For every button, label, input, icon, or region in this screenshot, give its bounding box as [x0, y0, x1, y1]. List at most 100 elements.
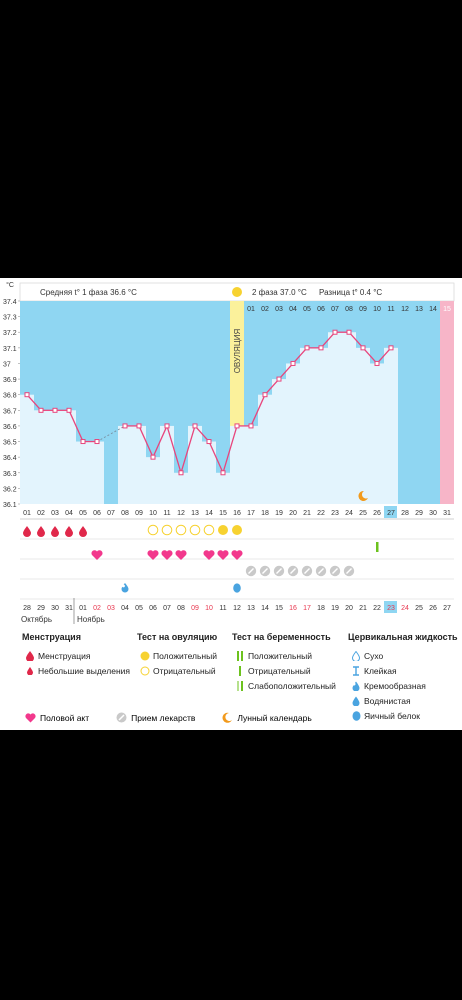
- pill-icon-stroke: [248, 568, 254, 574]
- today-date-marker: [384, 601, 397, 613]
- legend-item: Половой акт: [22, 710, 89, 725]
- temp-point: [220, 470, 226, 476]
- cycle-day-label: 18: [261, 510, 269, 517]
- temp-line-segment: [348, 331, 364, 349]
- calendar-date-label: 25: [415, 605, 423, 612]
- cycle-day-label: 28: [401, 510, 409, 517]
- cycle-day-label: 09: [135, 510, 143, 517]
- cycle-day-label: 07: [107, 510, 115, 517]
- pill-icon-stroke: [332, 568, 338, 574]
- cycle-day-label: 22: [317, 510, 325, 517]
- temp-point: [262, 392, 268, 398]
- calendar-date-label: 26: [429, 605, 437, 612]
- calendar-date-label: 27: [443, 605, 451, 612]
- y-tick-label: 36.2: [3, 486, 17, 493]
- legend-label: Прием лекарств: [131, 712, 196, 723]
- cycle-day-label: 19: [275, 510, 283, 517]
- calendar-date-label: 04: [121, 605, 129, 612]
- y-tick-label: 37.4: [3, 299, 17, 306]
- calendar-date-label: 24: [401, 605, 409, 612]
- y-tick-label: 37.3: [3, 315, 17, 322]
- heart-icon: [175, 550, 187, 560]
- y-tick-label: 36.7: [3, 408, 17, 415]
- legend-bottom-row: Половой акт Прием лекарств Лунный календ…: [22, 710, 312, 725]
- y-tick-label: 37.1: [3, 346, 17, 353]
- phase2-day-label: 15: [443, 306, 451, 313]
- temp-line-segment: [278, 363, 294, 380]
- cycle-day-label: 26: [373, 510, 381, 517]
- temp-point: [52, 407, 58, 413]
- cycle-day-label: 25: [359, 510, 367, 517]
- single-bar-icon: [232, 665, 248, 676]
- temp-column: [244, 425, 258, 504]
- phase2-day-label: 08: [345, 306, 353, 313]
- temp-point: [122, 423, 128, 429]
- y-tick-label: 36.5: [3, 440, 17, 447]
- legend-label: Кремообразная: [364, 680, 426, 691]
- phase2-day-label: 06: [317, 306, 325, 313]
- phase2-day-label: 04: [289, 306, 297, 313]
- temp-column: [132, 425, 146, 504]
- temp-column: [20, 394, 34, 504]
- temp-column: [48, 410, 62, 504]
- ovulation-test-negative-icon: [189, 524, 201, 536]
- cycle-day-label: 20: [289, 510, 297, 517]
- temp-column: [342, 332, 356, 504]
- legend-item: Небольшие выделения: [22, 663, 130, 678]
- cycle-day-label: 11: [163, 510, 170, 517]
- temp-line-segment: [194, 425, 210, 442]
- temp-point: [346, 329, 352, 335]
- today-marker: [384, 506, 397, 518]
- month-label: Ноябрь: [77, 615, 105, 624]
- sticky-icon: [348, 665, 364, 676]
- temp-column: [258, 394, 272, 504]
- calendar-date-label: 30: [51, 605, 59, 612]
- temp-point: [192, 423, 198, 429]
- legend-item: Водянистая: [348, 693, 458, 708]
- heart-icon: [231, 550, 243, 560]
- temp-line-segment: [138, 425, 154, 458]
- ovulation-test-negative-icon: [175, 524, 187, 536]
- temp-column: [118, 425, 132, 504]
- avg-phase1-label: Средняя t° 1 фаза 36.6 °C: [40, 288, 137, 297]
- calendar-date-label: 14: [261, 605, 269, 612]
- cycle-day-label: 24: [345, 510, 353, 517]
- legend-menstruation: Менструация Менструация Небольшие выделе…: [22, 632, 130, 678]
- temp-point: [38, 407, 44, 413]
- calendar-date-label: 28: [23, 605, 31, 612]
- temp-point: [164, 423, 170, 429]
- cycle-day-label: 29: [415, 510, 423, 517]
- calendar-date-label: 11: [219, 605, 226, 612]
- temp-point: [318, 345, 324, 351]
- temp-point: [234, 423, 240, 429]
- calendar-date-label: 01: [79, 605, 87, 612]
- pill-icon-stroke: [318, 568, 324, 574]
- ovulation-test-positive-icon: [232, 525, 242, 535]
- phase2-day-label: 14: [429, 306, 437, 313]
- watery-drop-icon: [348, 696, 364, 706]
- creamy-drop-icon: [121, 583, 129, 593]
- calendar-date-label: 15: [275, 605, 283, 612]
- phase2-day-label: 03: [275, 306, 283, 313]
- legend-label: Лунный календарь: [237, 712, 312, 723]
- cycle-day-label: 14: [205, 510, 213, 517]
- legend-label: Отрицательный: [153, 665, 216, 676]
- heart-icon: [203, 550, 215, 560]
- calendar-date-label: 06: [149, 605, 157, 612]
- phase2-day-label: 01: [247, 306, 255, 313]
- moon-icon: [358, 490, 368, 501]
- temp-point: [290, 360, 296, 366]
- temp-line-segment: [208, 441, 224, 474]
- temp-column: [90, 441, 104, 504]
- temp-column: [146, 457, 160, 504]
- temp-column: [160, 425, 174, 504]
- legend-label: Положительный: [153, 650, 217, 661]
- temp-column: [216, 472, 230, 504]
- phase2-day-label: 11: [387, 306, 394, 313]
- legend-item: Менструация: [22, 648, 130, 663]
- legend-item: Лунный календарь: [219, 710, 312, 725]
- creamy-drop-icon: [348, 681, 364, 691]
- bbt-chart-panel: Средняя t° 1 фаза 36.6 °C 2 фаза 37.0 °C Р…: [0, 278, 462, 730]
- y-tick-label: 36.1: [3, 502, 17, 509]
- ovulation-label: ОВУЛЯЦИЯ: [233, 328, 242, 373]
